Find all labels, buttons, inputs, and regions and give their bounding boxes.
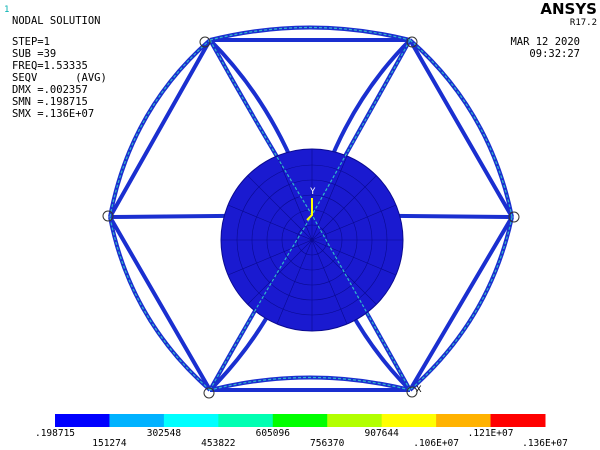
legend-band	[490, 414, 546, 427]
legend-label: .121E+07	[468, 428, 514, 439]
info-line: DMX =.002357	[12, 84, 88, 96]
info-line: SUB =39	[12, 48, 56, 60]
legend-label: 605096	[256, 428, 291, 439]
version: R17.2	[570, 18, 597, 28]
legend-band	[163, 414, 219, 427]
info-line: SMN =.198715	[12, 96, 88, 108]
legend-label: .106E+07	[413, 438, 459, 449]
triad-y: Y	[310, 187, 316, 197]
time: 09:32:27	[529, 48, 580, 60]
model: Y X	[102, 25, 520, 399]
result-title: NODAL SOLUTION	[12, 15, 101, 27]
legend-band	[218, 414, 274, 427]
legend-label: 302548	[147, 428, 182, 439]
legend-label: 756370	[310, 438, 345, 449]
legend-label: 907644	[365, 428, 400, 439]
date: MAR 12 2020	[510, 36, 580, 48]
triad-x: X	[416, 385, 422, 395]
legend-band	[381, 414, 437, 427]
contour-legend: .198715 151274 302548 453822 605096 756370 907…	[35, 414, 568, 449]
legend-label: .198715	[35, 428, 75, 439]
brand: ANSYS	[540, 0, 597, 18]
legend-band	[55, 414, 110, 427]
legend-band	[436, 414, 492, 427]
info-line: FREQ=1.53335	[12, 60, 88, 72]
legend-label: 151274	[92, 438, 127, 449]
window-number: 1	[4, 5, 9, 15]
legend-label: 453822	[201, 438, 235, 449]
legend-band	[272, 414, 328, 427]
info-line: SEQV (AVG)	[12, 72, 107, 84]
info-line: STEP=1	[12, 36, 50, 48]
legend-band	[109, 414, 165, 427]
legend-band	[327, 414, 383, 427]
info-line: SMX =.136E+07	[12, 108, 94, 120]
legend-label: .136E+07	[522, 438, 568, 449]
